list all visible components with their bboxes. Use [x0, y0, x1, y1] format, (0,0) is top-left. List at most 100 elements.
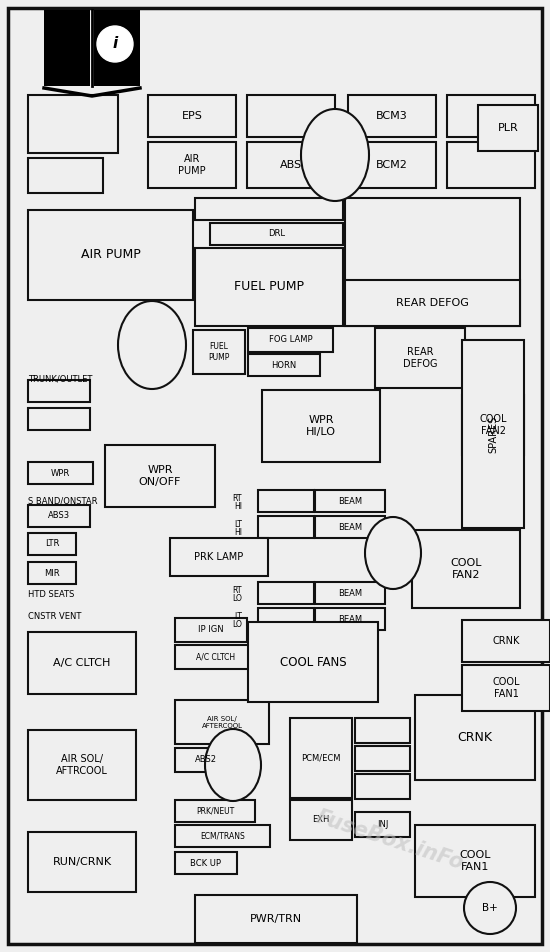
Text: WPR
ON/OFF: WPR ON/OFF — [139, 466, 181, 486]
FancyBboxPatch shape — [210, 223, 343, 245]
FancyBboxPatch shape — [175, 748, 237, 772]
Text: IP IGN: IP IGN — [198, 625, 224, 634]
Text: INJ: INJ — [377, 820, 388, 829]
FancyBboxPatch shape — [28, 462, 93, 484]
FancyBboxPatch shape — [28, 210, 193, 300]
Text: FUEL PUMP: FUEL PUMP — [234, 281, 304, 293]
FancyBboxPatch shape — [262, 390, 380, 462]
Text: BEAM: BEAM — [338, 523, 362, 531]
Text: ABS3: ABS3 — [48, 511, 70, 521]
FancyBboxPatch shape — [28, 730, 136, 800]
Text: LT: LT — [234, 612, 242, 621]
Text: LO: LO — [232, 620, 242, 629]
FancyBboxPatch shape — [28, 505, 90, 527]
Text: LTR: LTR — [45, 540, 59, 548]
Text: S BAND/ONSTAR: S BAND/ONSTAR — [28, 496, 97, 505]
Text: SPARES: SPARES — [488, 415, 498, 452]
FancyBboxPatch shape — [462, 620, 550, 662]
FancyBboxPatch shape — [8, 8, 542, 944]
Ellipse shape — [205, 729, 261, 801]
Text: BCM2: BCM2 — [376, 160, 408, 170]
Text: WPR: WPR — [51, 468, 70, 478]
Text: CRNK: CRNK — [458, 731, 492, 744]
FancyBboxPatch shape — [170, 538, 268, 576]
FancyBboxPatch shape — [355, 812, 410, 837]
Text: RT: RT — [233, 494, 242, 503]
Text: BEAM: BEAM — [338, 588, 362, 598]
FancyBboxPatch shape — [28, 95, 118, 153]
Ellipse shape — [118, 301, 186, 389]
FancyBboxPatch shape — [290, 800, 352, 840]
Circle shape — [464, 882, 516, 934]
FancyBboxPatch shape — [462, 395, 524, 455]
FancyBboxPatch shape — [355, 718, 410, 743]
FancyBboxPatch shape — [175, 852, 237, 874]
FancyBboxPatch shape — [175, 700, 269, 744]
Text: HI: HI — [234, 502, 242, 511]
FancyBboxPatch shape — [415, 825, 535, 897]
Text: REAR
DEFOG: REAR DEFOG — [403, 347, 437, 368]
FancyBboxPatch shape — [195, 248, 343, 326]
Text: AIR PUMP: AIR PUMP — [81, 248, 140, 262]
FancyBboxPatch shape — [175, 618, 247, 642]
FancyBboxPatch shape — [148, 142, 236, 188]
Text: AIR
PUMP: AIR PUMP — [178, 154, 206, 176]
Text: EXH: EXH — [312, 816, 329, 824]
FancyBboxPatch shape — [315, 608, 385, 630]
Text: CNSTR VENT: CNSTR VENT — [28, 612, 81, 621]
FancyBboxPatch shape — [28, 832, 136, 892]
Text: PRK/NEUT: PRK/NEUT — [196, 806, 234, 816]
FancyBboxPatch shape — [195, 895, 357, 943]
Text: PLR: PLR — [498, 123, 518, 133]
Text: PWR/TRN: PWR/TRN — [250, 914, 302, 924]
FancyBboxPatch shape — [193, 330, 245, 374]
Text: FUEL
PUMP: FUEL PUMP — [208, 343, 230, 362]
FancyBboxPatch shape — [175, 645, 257, 669]
FancyBboxPatch shape — [28, 632, 136, 694]
Circle shape — [97, 26, 133, 62]
FancyBboxPatch shape — [290, 718, 352, 798]
Text: FuseBox.inFo: FuseBox.inFo — [314, 806, 466, 873]
FancyBboxPatch shape — [44, 10, 90, 86]
Text: A/C CLTCH: A/C CLTCH — [196, 652, 235, 662]
Ellipse shape — [301, 109, 369, 201]
FancyBboxPatch shape — [355, 774, 410, 799]
FancyBboxPatch shape — [462, 665, 550, 711]
Text: ECM/TRANS: ECM/TRANS — [200, 831, 245, 841]
Text: MIR: MIR — [44, 568, 60, 578]
Text: RUN/CRNK: RUN/CRNK — [52, 857, 112, 867]
Text: RT: RT — [233, 586, 242, 595]
FancyBboxPatch shape — [195, 198, 343, 220]
FancyBboxPatch shape — [248, 622, 378, 702]
Text: COOL
FAN1: COOL FAN1 — [492, 677, 520, 699]
FancyBboxPatch shape — [447, 95, 535, 137]
Text: LO: LO — [232, 594, 242, 603]
Text: BCM3: BCM3 — [376, 111, 408, 121]
Text: PRK LAMP: PRK LAMP — [194, 552, 244, 562]
FancyBboxPatch shape — [248, 328, 333, 352]
Text: B+: B+ — [482, 903, 498, 913]
Text: COOL FANS: COOL FANS — [280, 656, 346, 668]
FancyBboxPatch shape — [345, 280, 520, 326]
FancyBboxPatch shape — [315, 516, 385, 538]
FancyBboxPatch shape — [105, 445, 215, 507]
Text: HORN: HORN — [271, 361, 296, 369]
Text: ABS2: ABS2 — [195, 756, 217, 764]
FancyBboxPatch shape — [247, 95, 335, 137]
FancyBboxPatch shape — [258, 516, 314, 538]
FancyBboxPatch shape — [175, 800, 255, 822]
FancyBboxPatch shape — [28, 408, 90, 430]
FancyBboxPatch shape — [28, 533, 76, 555]
Text: DRL: DRL — [268, 229, 285, 239]
FancyBboxPatch shape — [248, 354, 320, 376]
Ellipse shape — [365, 517, 421, 589]
FancyBboxPatch shape — [415, 695, 535, 780]
FancyBboxPatch shape — [462, 340, 524, 528]
FancyBboxPatch shape — [258, 608, 314, 630]
Text: COOL
FAN2: COOL FAN2 — [450, 558, 482, 580]
FancyBboxPatch shape — [175, 825, 270, 847]
Text: ABS: ABS — [280, 160, 302, 170]
FancyBboxPatch shape — [28, 380, 90, 402]
FancyBboxPatch shape — [355, 746, 410, 771]
Text: A/C CLTCH: A/C CLTCH — [53, 658, 111, 668]
